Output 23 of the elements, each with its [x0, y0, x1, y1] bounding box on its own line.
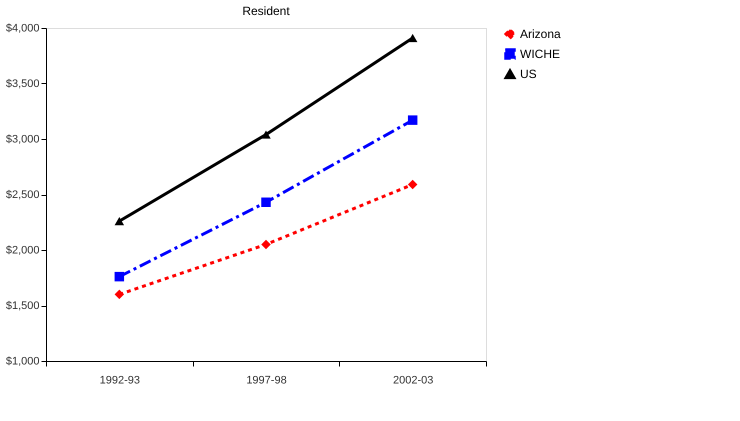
chart-title: Resident — [242, 4, 290, 18]
point — [408, 180, 418, 190]
y-tick-label: $3,500 — [6, 78, 40, 90]
x-tick-label: 1992-93 — [100, 374, 140, 386]
point — [408, 34, 418, 42]
legend-label: Arizona — [520, 27, 562, 41]
point — [408, 115, 418, 125]
legend-label: WICHE — [520, 47, 560, 61]
x-tick-label: 1997-98 — [246, 374, 287, 386]
y-tick-label: $1,500 — [6, 300, 40, 312]
point — [261, 240, 271, 250]
y-tick-label: $3,000 — [6, 134, 40, 146]
y-tick-label: $4,000 — [6, 22, 40, 34]
point — [114, 272, 124, 282]
point — [114, 290, 124, 300]
legend-label: US — [520, 67, 537, 81]
point — [261, 130, 271, 139]
point — [114, 217, 124, 226]
y-tick-label: $1,000 — [6, 356, 40, 368]
y-tick-label: $2,500 — [6, 189, 40, 201]
x-tick-label: 2002-03 — [392, 374, 434, 386]
y-tick-label: $2,000 — [6, 244, 40, 256]
point — [261, 198, 271, 208]
